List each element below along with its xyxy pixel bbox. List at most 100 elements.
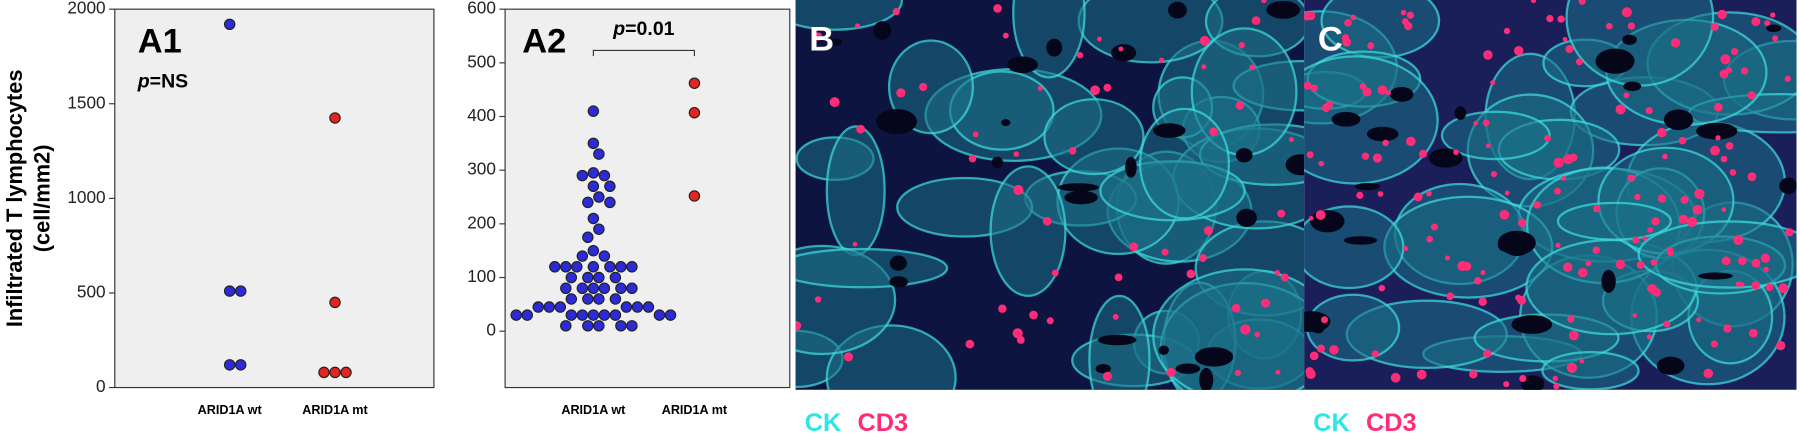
data-point xyxy=(234,359,247,371)
cell xyxy=(1544,134,1551,142)
cell xyxy=(1731,48,1739,56)
annotation: p=0.01 xyxy=(612,18,674,40)
cell xyxy=(1406,11,1414,19)
cell xyxy=(1310,84,1318,92)
lumen xyxy=(1779,177,1797,195)
cell xyxy=(1042,216,1052,226)
panel-label: C xyxy=(1318,20,1343,58)
caption: CK xyxy=(805,409,841,437)
tissue xyxy=(1043,98,1145,176)
cell xyxy=(1315,210,1326,220)
data-point xyxy=(587,282,600,294)
y-tick-label: 1000 xyxy=(67,187,105,207)
cell xyxy=(1342,34,1350,42)
lumen xyxy=(1125,156,1137,178)
cell xyxy=(1002,32,1009,39)
cell xyxy=(1186,269,1196,279)
lumen xyxy=(873,21,892,40)
cell xyxy=(1457,261,1468,271)
data-point xyxy=(318,366,330,379)
cell xyxy=(998,304,1007,313)
tissue xyxy=(989,165,1067,298)
cell xyxy=(1046,317,1054,325)
cell xyxy=(1729,169,1737,176)
cell xyxy=(1710,145,1720,156)
cell xyxy=(1277,209,1286,218)
y-tick-label: 500 xyxy=(467,51,496,71)
lumen xyxy=(991,156,1003,168)
cell xyxy=(1051,269,1059,277)
cell xyxy=(1533,201,1541,209)
data-point xyxy=(587,137,600,150)
cell xyxy=(1578,0,1586,5)
cell xyxy=(1657,127,1667,138)
data-point xyxy=(615,282,627,294)
data-point xyxy=(582,271,594,284)
cell xyxy=(1647,284,1657,294)
cell xyxy=(1161,248,1169,256)
cell xyxy=(1634,193,1641,201)
cell xyxy=(1785,228,1794,237)
cell xyxy=(1350,14,1357,21)
cell xyxy=(1725,142,1734,150)
cell xyxy=(1390,372,1401,383)
cell xyxy=(1129,242,1139,252)
lumen xyxy=(1601,269,1616,293)
data-point xyxy=(234,285,247,297)
x-tick-label: ARID1A wt xyxy=(198,403,263,417)
lumen xyxy=(1175,363,1201,374)
cell xyxy=(1096,36,1102,42)
panel-label: B xyxy=(809,20,834,58)
lumen xyxy=(1194,347,1234,367)
cell xyxy=(1627,174,1636,182)
cell xyxy=(1318,160,1325,167)
annotation: p=NS xyxy=(137,71,188,93)
lumen xyxy=(889,276,908,288)
cell xyxy=(1426,190,1432,197)
cell xyxy=(1515,294,1522,301)
lumen xyxy=(1663,109,1694,131)
lumen xyxy=(1064,190,1098,205)
y-tick-label: 100 xyxy=(467,266,496,286)
cell xyxy=(1453,149,1459,156)
data-point xyxy=(543,301,556,313)
cell xyxy=(1696,317,1702,323)
cell xyxy=(1356,191,1364,199)
cell xyxy=(1371,350,1379,358)
cell xyxy=(1234,369,1241,377)
cell xyxy=(1670,38,1681,48)
cell xyxy=(856,124,866,134)
cell xyxy=(1566,362,1578,373)
tissue xyxy=(1088,294,1151,390)
cell xyxy=(1372,153,1382,163)
cell xyxy=(1563,262,1573,272)
panel-label: A1 xyxy=(138,23,182,61)
cell xyxy=(1231,303,1241,313)
tissue xyxy=(887,39,974,135)
cell xyxy=(1621,7,1632,18)
data-point xyxy=(587,167,600,179)
cell xyxy=(1627,22,1635,30)
cell xyxy=(1636,261,1645,269)
data-point xyxy=(565,293,578,305)
cell xyxy=(1733,235,1744,245)
cell xyxy=(1478,297,1487,306)
cell xyxy=(1623,92,1630,99)
data-point xyxy=(223,285,236,297)
cell xyxy=(1029,310,1038,320)
cell xyxy=(919,82,928,92)
cell xyxy=(1199,35,1210,46)
data-point xyxy=(554,301,567,313)
cell xyxy=(1678,136,1687,145)
cell xyxy=(1483,50,1493,60)
data-point xyxy=(576,309,589,321)
cell xyxy=(1321,316,1329,324)
lumen xyxy=(1497,238,1509,251)
cell xyxy=(1238,42,1245,49)
cell xyxy=(1760,253,1771,263)
data-point xyxy=(615,320,627,332)
cell xyxy=(1686,216,1698,228)
cell xyxy=(1578,267,1588,278)
cell xyxy=(1720,54,1731,65)
